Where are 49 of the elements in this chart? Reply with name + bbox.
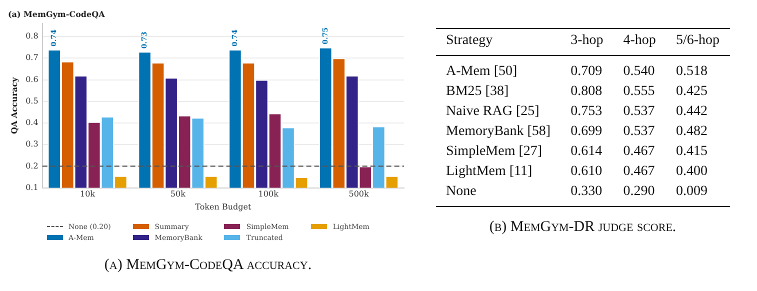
data-label: 0.518 (674, 63, 708, 81)
data-label: 0.467 (622, 163, 656, 181)
y-tick-label: 0.7 (26, 53, 38, 62)
text: 5/6-hop (674, 32, 720, 50)
category-label: SimpleMem [27] (445, 143, 544, 161)
data-label: 0.400 (674, 163, 708, 181)
category-label: Naive RAG [25] (445, 103, 540, 121)
data-label: 0.482 (674, 123, 708, 141)
y-tick-label: 0.4 (26, 118, 38, 128)
data-label: 0.537 (622, 103, 656, 121)
category-label: MemoryBank [58] (445, 123, 552, 141)
text: Strategy (445, 32, 494, 50)
data-label: 0.330 (570, 183, 604, 201)
y-tick-label: 0.8 (26, 32, 38, 41)
category-label: BM25 [38] (445, 83, 510, 101)
text: 3-hop (570, 32, 604, 50)
y-tick-label: 0.5 (26, 96, 38, 106)
text: 4-hop (622, 32, 657, 50)
text: (b) MemGym-DR judge score. (488, 219, 678, 236)
category-label: A-Mem [50] (445, 63, 518, 81)
y-tick-label: 0.1 (26, 182, 38, 192)
x-tick-label: 50k (170, 190, 186, 199)
category-label: None (445, 183, 478, 201)
data-label: 0.610 (570, 163, 604, 181)
y-axis-title: QA Accuracy (8, 77, 19, 134)
data-label: 0.699 (570, 123, 604, 141)
data-label: 0.442 (674, 103, 708, 121)
data-label: 0.753 (570, 103, 604, 121)
x-axis-title: Token Budget (195, 202, 252, 212)
data-label: 0.614 (570, 143, 604, 161)
x-tick-label: 500k (348, 190, 369, 199)
x-tick-label: 100k (258, 190, 279, 199)
x-tick-label: 10k (80, 190, 96, 199)
chart-title: (a) MemGym-CodeQA (8, 8, 106, 19)
data-label: 0.555 (622, 83, 656, 101)
category-label: LightMem [11] (445, 163, 534, 181)
data-label: 0.808 (570, 83, 604, 101)
data-label: 0.467 (622, 143, 656, 161)
data-label: 0.425 (674, 83, 708, 101)
data-label: 0.540 (622, 63, 656, 81)
text: (a) MemGym-CodeQA accuracy. (103, 257, 313, 274)
data-label: 0.290 (622, 183, 656, 201)
y-tick-label: 0.6 (26, 74, 38, 84)
data-label: 0.537 (622, 123, 656, 141)
data-label: 0.709 (570, 63, 604, 81)
data-label: 0.415 (674, 143, 708, 161)
y-tick-label: 0.3 (26, 140, 38, 149)
data-label: 0.009 (674, 183, 708, 201)
y-tick-label: 0.2 (26, 161, 38, 170)
